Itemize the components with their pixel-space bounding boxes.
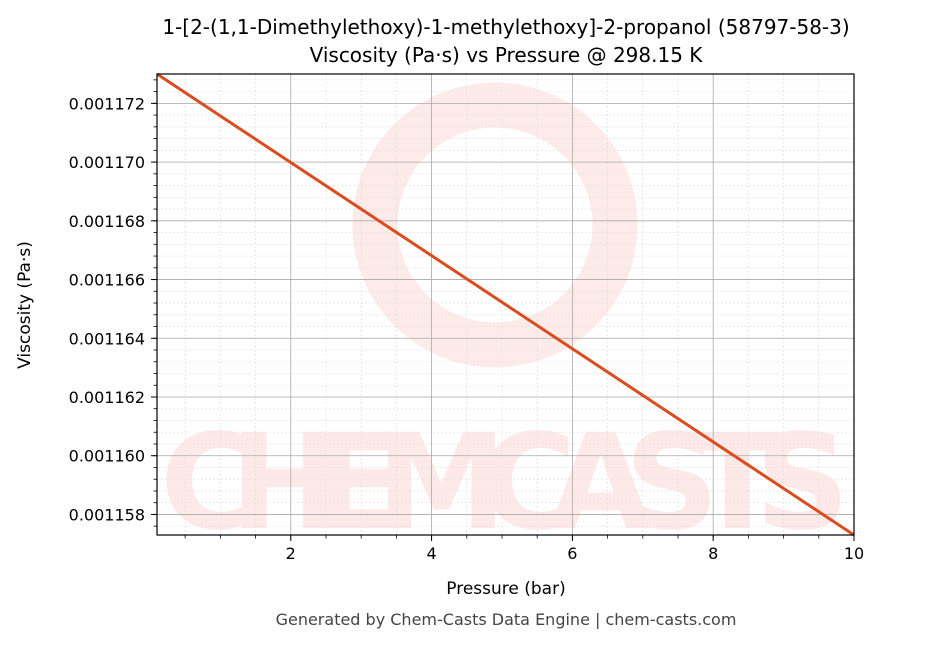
x-tick-label: 6 bbox=[567, 544, 577, 563]
y-tick-label: 0.001170 bbox=[69, 153, 145, 172]
axis-ticks: 2 4 6 8 10 0.001158 0.001160 0.001162 0.001164 0.… bbox=[69, 79, 864, 563]
y-tick-label: 0.001168 bbox=[69, 212, 145, 231]
y-tick-label: 0.001172 bbox=[69, 94, 145, 113]
footer-credit: Generated by Chem-Casts Data Engine | ch… bbox=[276, 610, 737, 629]
x-tick-label: 10 bbox=[844, 544, 864, 563]
x-tick-label: 4 bbox=[426, 544, 436, 563]
chart-title: 1-[2-(1,1-Dimethylethoxy)-1-methylethoxy… bbox=[162, 15, 849, 39]
y-tick-label: 0.001164 bbox=[69, 329, 145, 348]
y-tick-label: 0.001162 bbox=[69, 388, 145, 407]
x-tick-label: 8 bbox=[708, 544, 718, 563]
plot-frame bbox=[156, 73, 855, 536]
watermark-logo: CHEMCASTS bbox=[160, 82, 850, 560]
y-tick-label: 0.001158 bbox=[69, 505, 145, 524]
y-tick-label: 0.001166 bbox=[69, 271, 145, 290]
x-tick-label: 2 bbox=[286, 544, 296, 563]
series-layer bbox=[156, 72, 855, 537]
series-line-viscosity bbox=[156, 72, 855, 537]
y-axis-label: Viscosity (Pa·s) bbox=[15, 241, 35, 369]
x-axis-label: Pressure (bar) bbox=[446, 579, 565, 599]
chart-subtitle: Viscosity (Pa·s) vs Pressure @ 298.15 K bbox=[310, 43, 704, 67]
svg-text:CHEMCASTS: CHEMCASTS bbox=[160, 406, 850, 560]
y-tick-label: 0.001160 bbox=[69, 447, 145, 466]
